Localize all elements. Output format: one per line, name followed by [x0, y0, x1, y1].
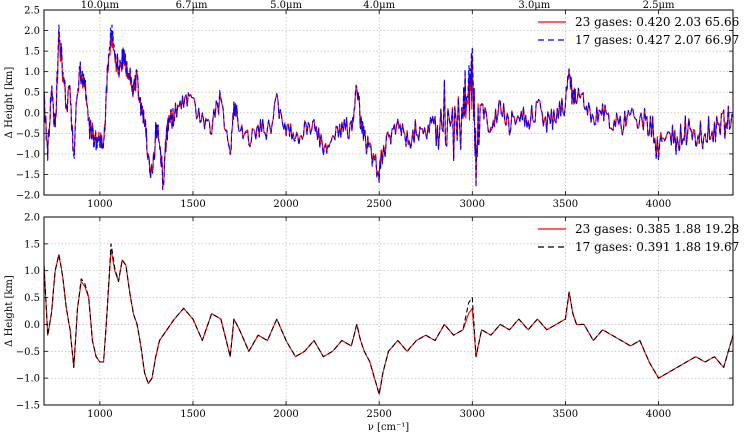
wavelength-label: 10.0μm — [81, 0, 120, 11]
bottom-panel-ytick-label: 2.0 — [24, 213, 40, 224]
bottom-panel-legend-label: 17 gases: 0.391 1.88 19.67 — [575, 240, 739, 254]
bottom-panel-legend: 23 gases: 0.385 1.88 19.28 17 gases: 0.39… — [538, 222, 739, 254]
top-panel-ytick-label: 0.0 — [24, 108, 40, 119]
bottom-panel-series — [44, 243, 733, 395]
wavelength-label: 2.5μm — [643, 0, 675, 11]
bottom-panel-ytick-label: 0.0 — [24, 320, 40, 331]
bottom-panel-ytick-label: −1.5 — [16, 401, 40, 412]
top-panel-xticks: 1000 1500 2000 2500 3000 3500 4000 — [87, 10, 671, 210]
top-panel: −2.0−1.5−1.0−0.50.00.51.01.52.02.5 1000 1… — [4, 6, 739, 211]
bottom-panel-xticks: 1000 1500 2000 2500 3000 3500 4000 — [87, 217, 671, 420]
x-axis-label: ν [cm⁻¹] — [368, 422, 410, 433]
top-panel-ytick-label: 1.0 — [24, 67, 40, 78]
top-panel-xtick-label: 2000 — [273, 199, 298, 210]
top-panel-xtick-label: 2500 — [366, 199, 391, 210]
top-panel-xtick-label: 1000 — [87, 199, 112, 210]
bottom-panel-yticks: −1.5 −1.0 −0.5 0.0 0.5 1.0 1.5 2.0 — [16, 213, 733, 412]
top-panel-yticks: −2.0 −1.5 −1.0 −0.5 0.0 0.5 1.0 1.5 2.0 2.5 — [16, 6, 733, 202]
bottom-panel-ytick-label: 0.5 — [24, 293, 40, 304]
top-panel-xtick-label: 1500 — [180, 199, 205, 210]
bottom-panel-xtick-label: 4000 — [646, 409, 671, 420]
bottom-panel-ytick-label: −1.0 — [16, 374, 40, 385]
top-panel-frame — [43, 9, 734, 196]
top-panel-xtick-label: 3500 — [553, 199, 578, 210]
top-panel-xtick-label: 3000 — [460, 199, 485, 210]
top-panel-ytick-label: 0.5 — [24, 88, 40, 99]
bottom-panel-xtick-label: 3000 — [460, 409, 485, 420]
bottom-panel-frame — [43, 216, 734, 406]
top-panel-series — [44, 24, 733, 191]
top-panel-ytick-label: −2.0 — [16, 191, 40, 202]
top-panel-ytick-label: −1.5 — [16, 170, 40, 181]
top-panel-ytick-label: −1.0 — [16, 149, 40, 160]
bottom-panel: −1.5 −1.0 −0.5 0.0 0.5 1.0 1.5 2.0 1000 1500 2000… — [4, 213, 739, 421]
top-panel-legend-label: 23 gases: 0.420 2.03 65.66 — [575, 15, 739, 29]
top-panel-xtick-label: 4000 — [646, 199, 671, 210]
wavelength-axis: 10.0μm 6.7μm 5.0μm 4.0μm 3.0μm 2.5μm — [81, 0, 675, 11]
top-panel-ytick-label: −0.5 — [16, 129, 40, 140]
wavelength-label: 4.0μm — [363, 0, 395, 11]
bottom-panel-legend-label: 23 gases: 0.385 1.88 19.28 — [575, 222, 739, 236]
bottom-panel-ytick-label: −0.5 — [16, 347, 40, 358]
bottom-panel-xtick-label: 1500 — [180, 409, 205, 420]
top-panel-legend: 23 gases: 0.420 2.03 65.66 17 gases: 0.42… — [538, 15, 739, 47]
top-panel-ytick-label: 1.5 — [24, 47, 40, 58]
bottom-panel-ytick-label: 1.5 — [24, 239, 40, 250]
bottom-panel-xtick-label: 2500 — [366, 409, 391, 420]
wavelength-label: 5.0μm — [270, 0, 302, 11]
top-panel-series-b — [44, 24, 733, 191]
top-panel-legend-label: 17 gases: 0.427 2.07 66.97 — [575, 33, 739, 47]
top-panel-series-a — [44, 30, 733, 189]
wavelength-label: 6.7μm — [176, 0, 208, 11]
bottom-panel-xtick-label: 1000 — [87, 409, 112, 420]
bottom-panel-ytick-label: 1.0 — [24, 266, 40, 277]
bottom-panel-ylabel: Δ Height [km] — [4, 275, 15, 347]
top-panel-ytick-label: 2.0 — [24, 26, 40, 37]
top-panel-ylabel: Δ Height [km] — [4, 67, 15, 139]
bottom-panel-xtick-label: 2000 — [273, 409, 298, 420]
bottom-panel-xtick-label: 3500 — [553, 409, 578, 420]
bottom-panel-series-b — [44, 243, 733, 395]
top-panel-ytick-label: 2.5 — [24, 6, 40, 17]
wavelength-label: 3.0μm — [518, 0, 550, 11]
